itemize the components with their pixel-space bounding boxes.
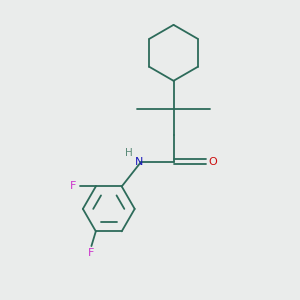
Text: O: O: [208, 157, 217, 167]
Text: H: H: [125, 148, 133, 158]
Text: N: N: [135, 157, 143, 167]
Text: F: F: [70, 182, 76, 191]
Text: F: F: [88, 248, 94, 258]
